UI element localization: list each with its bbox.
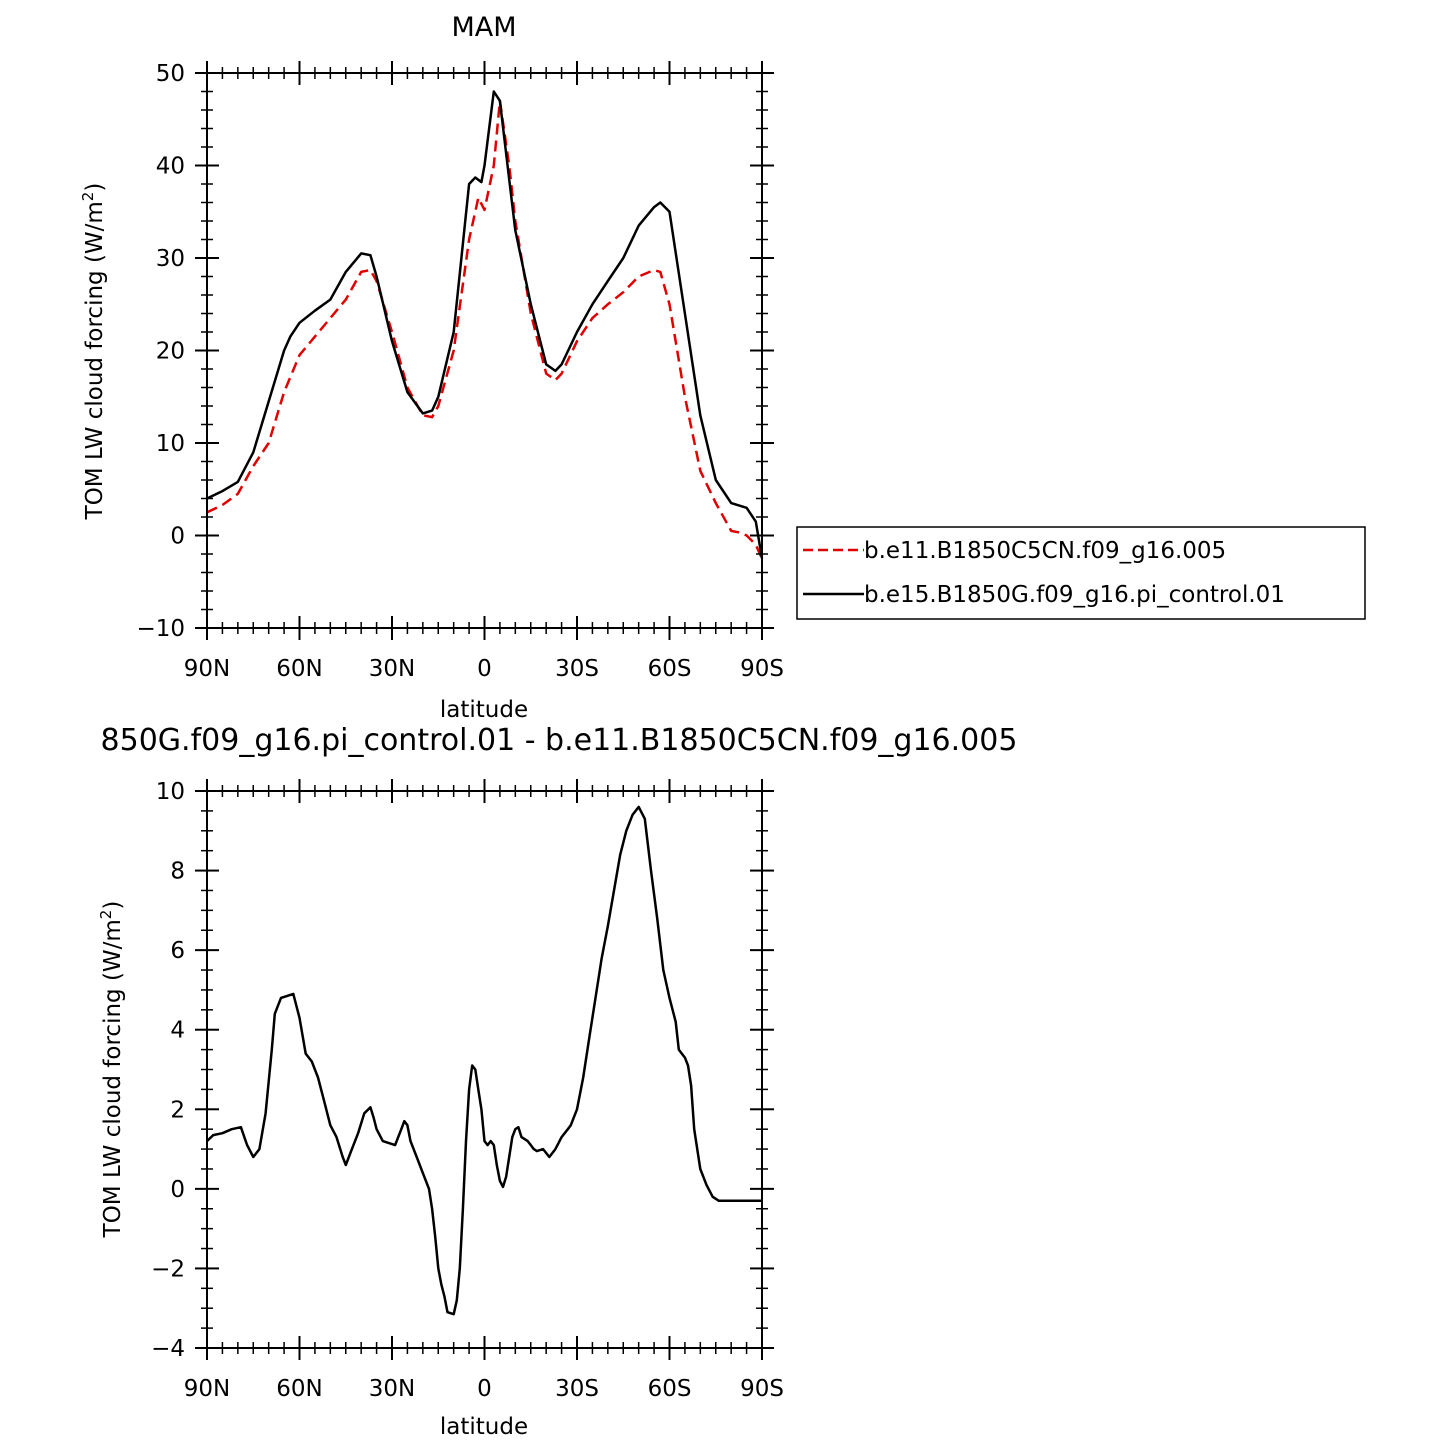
legend-label-series-2: b.e15.B1850G.f09_g16.pi_control.01 (864, 582, 1285, 608)
x-tick-label: 60S (648, 656, 692, 682)
bottom-x-axis-label: latitude (440, 1414, 528, 1440)
bottom-y-tick-labels: −4 −2 0 2 4 6 8 10 (151, 779, 185, 1362)
top-panel: MAM −10 0 10 20 30 40 50 90N 60N 30N 0 30S 60S 90S l… (79, 12, 784, 723)
x-tick-label: 30N (369, 1376, 415, 1402)
x-tick-label: 90S (740, 1376, 784, 1402)
legend-box (796, 526, 1366, 620)
y-tick-label: 4 (170, 1018, 185, 1044)
top-title: MAM (451, 12, 516, 43)
legend: b.e11.B1850C5CN.f09_g16.005 b.e15.B1850G… (796, 526, 1366, 620)
y-tick-label: 10 (156, 431, 185, 457)
x-tick-label: 90N (184, 1376, 230, 1402)
y-tick-label: 40 (156, 154, 185, 180)
x-tick-label: 30N (369, 656, 415, 682)
bottom-y-axis-label: TOM LW cloud forcing (W/m2) (97, 901, 126, 1239)
y-tick-label: 0 (170, 1177, 185, 1203)
top-y-axis-label: TOM LW cloud forcing (W/m2) (79, 183, 108, 521)
top-ticks (195, 61, 774, 640)
series-line-1 (206, 99, 764, 560)
x-tick-label: 0 (477, 656, 492, 682)
x-tick-label: 90S (740, 656, 784, 682)
x-tick-label: 0 (477, 1376, 492, 1402)
x-tick-label: 60S (648, 1376, 692, 1402)
top-plot-lines (206, 90, 764, 560)
series-line-1 (206, 805, 762, 1316)
x-tick-label: 30S (555, 1376, 599, 1402)
x-tick-label: 90N (184, 656, 230, 682)
top-y-tick-labels: −10 0 10 20 30 40 50 (136, 61, 185, 642)
bottom-panel: 850G.f09_g16.pi_control.01 - b.e11.B1850… (97, 723, 1017, 1440)
bottom-x-tick-labels: 90N 60N 30N 0 30S 60S 90S (184, 1376, 784, 1402)
y-tick-label: 50 (156, 61, 185, 87)
x-tick-label: 30S (555, 656, 599, 682)
y-tick-label: 6 (170, 938, 185, 964)
y-tick-label: 30 (156, 246, 185, 272)
y-tick-label: −4 (151, 1336, 185, 1362)
bottom-ticks (195, 779, 774, 1360)
y-tick-label: 0 (170, 524, 185, 550)
top-y-axis-label-sup: 2 (79, 192, 97, 202)
y-tick-label: 10 (156, 779, 185, 805)
top-x-axis-label: latitude (440, 697, 528, 723)
y-tick-label: 20 (156, 339, 185, 365)
bottom-plot-lines (206, 805, 762, 1316)
y-tick-label: −2 (151, 1256, 185, 1282)
y-tick-label: 2 (170, 1097, 185, 1123)
series-line-2 (206, 90, 764, 559)
legend-label-series-1: b.e11.B1850C5CN.f09_g16.005 (864, 538, 1226, 564)
x-tick-label: 60N (276, 656, 322, 682)
y-tick-label: −10 (136, 616, 185, 642)
bottom-y-axis-label-sup: 2 (97, 910, 115, 920)
top-x-tick-labels: 90N 60N 30N 0 30S 60S 90S (184, 656, 784, 682)
bottom-title: 850G.f09_g16.pi_control.01 - b.e11.B1850… (101, 723, 1018, 758)
y-tick-label: 8 (170, 859, 185, 885)
bottom-plot-frame (206, 790, 763, 1349)
x-tick-label: 60N (276, 1376, 322, 1402)
